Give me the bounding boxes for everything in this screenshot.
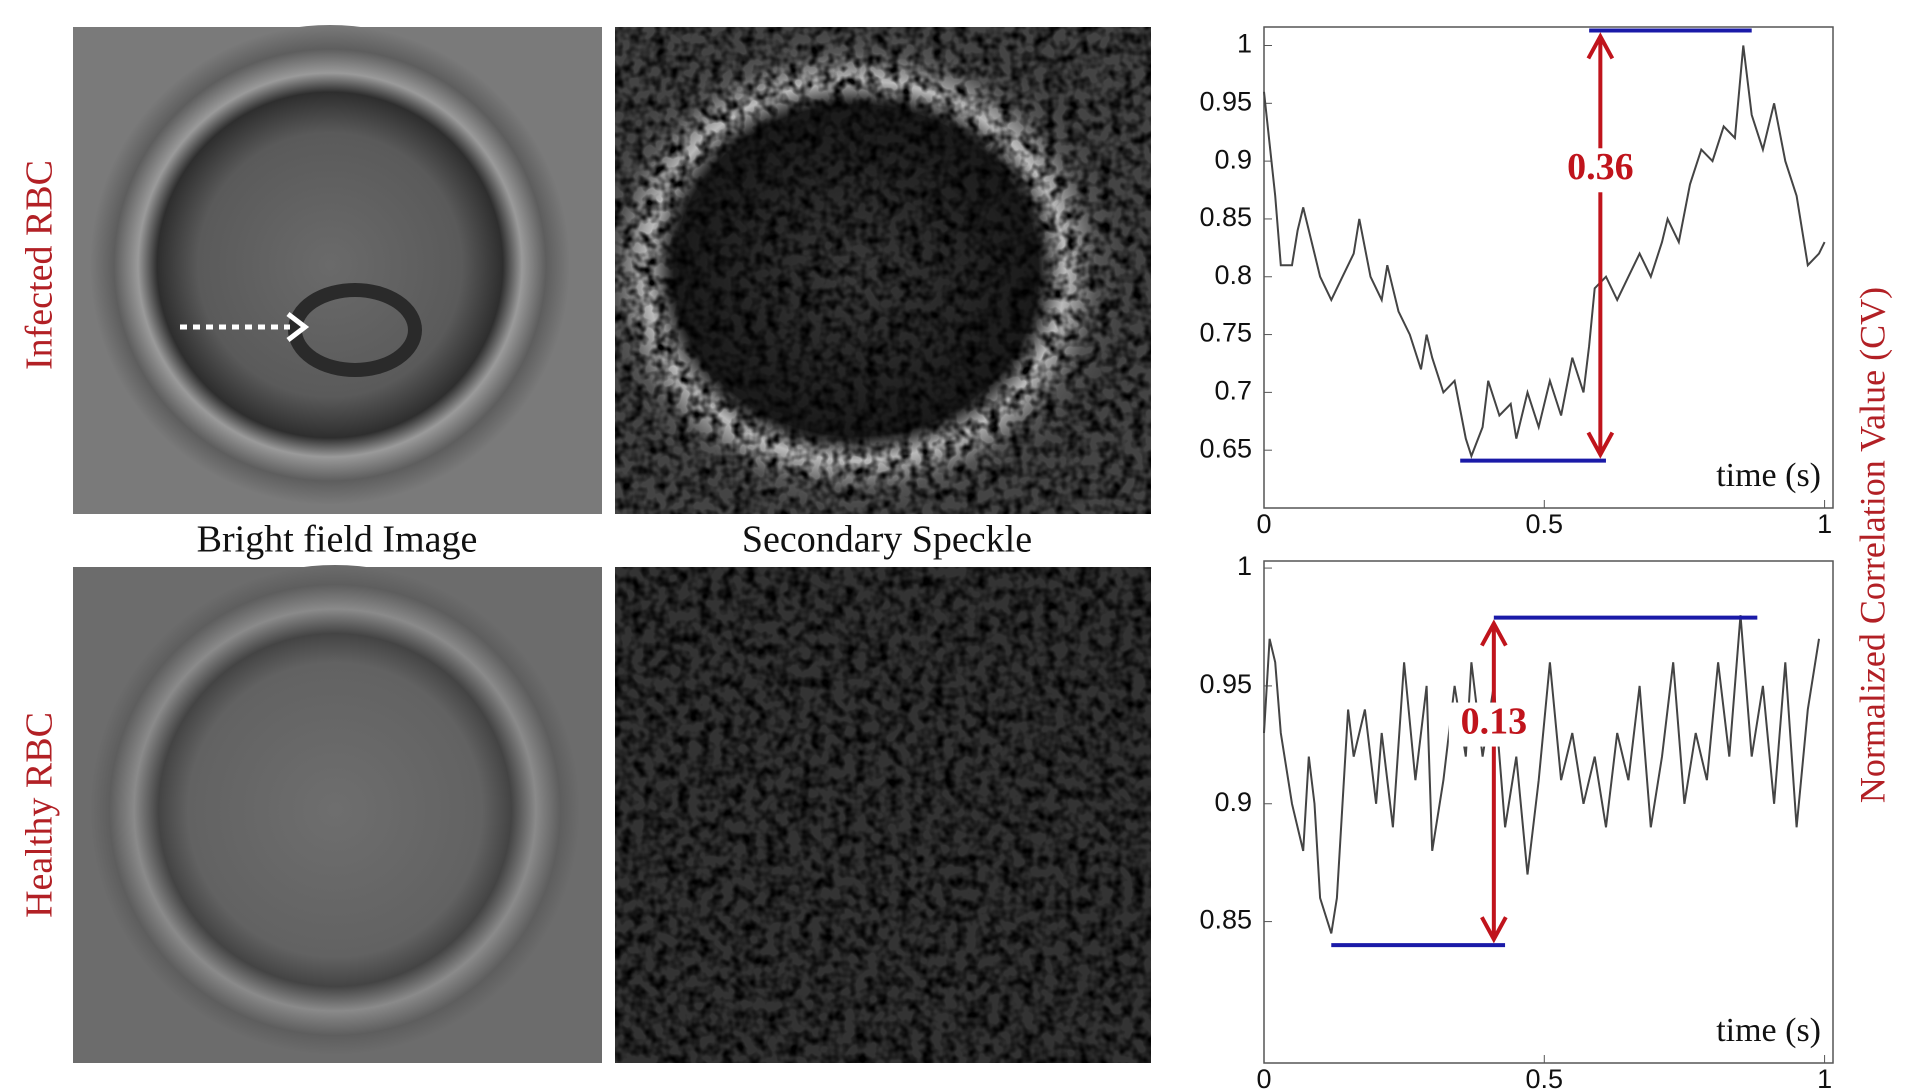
y-tick-label: 0.95 bbox=[1199, 86, 1252, 116]
range-label: 0.36 bbox=[1567, 146, 1634, 188]
y-axis-label: Normalized Correlation Value (CV) bbox=[1852, 287, 1892, 803]
x-axis-label: time (s) bbox=[1716, 457, 1821, 494]
y-tick-label: 0.65 bbox=[1199, 433, 1252, 463]
y-tick-label: 0.85 bbox=[1199, 905, 1252, 935]
x-tick-label: 0 bbox=[1256, 509, 1271, 539]
y-tick-label: 0.8 bbox=[1214, 260, 1252, 290]
row-label: Healthy RBC bbox=[19, 712, 61, 918]
y-tick-label: 1 bbox=[1237, 551, 1252, 581]
x-tick-label: 0.5 bbox=[1526, 1064, 1564, 1090]
x-tick-label: 0 bbox=[1256, 1064, 1271, 1090]
caption: Bright field Image bbox=[197, 519, 478, 561]
range-arrow bbox=[1586, 32, 1615, 459]
data-line bbox=[1263, 615, 1820, 934]
x-axis-label: time (s) bbox=[1716, 1012, 1821, 1049]
plot-frame bbox=[1263, 26, 1834, 509]
caption: Secondary Speckle bbox=[742, 519, 1032, 561]
x-tick-label: 0.5 bbox=[1526, 509, 1564, 539]
y-tick-label: 0.7 bbox=[1214, 376, 1252, 406]
x-tick-label: 1 bbox=[1817, 509, 1832, 539]
range-arrow bbox=[1480, 619, 1508, 944]
plot-frame bbox=[1263, 560, 1834, 1064]
y-tick-label: 0.85 bbox=[1199, 202, 1252, 232]
data-line bbox=[1263, 45, 1826, 459]
range-label: 0.13 bbox=[1461, 700, 1528, 742]
row-label: Infected RBC bbox=[19, 160, 61, 370]
y-tick-label: 0.9 bbox=[1214, 787, 1252, 817]
y-tick-label: 0.9 bbox=[1214, 144, 1252, 174]
y-tick-label: 1 bbox=[1237, 29, 1252, 59]
y-tick-label: 0.75 bbox=[1199, 318, 1252, 348]
microscopy-images bbox=[73, 25, 1151, 1063]
y-tick-label: 0.95 bbox=[1199, 669, 1252, 699]
x-tick-label: 1 bbox=[1817, 1064, 1832, 1090]
label-bg bbox=[1555, 148, 1646, 193]
label-bg bbox=[1448, 702, 1539, 747]
